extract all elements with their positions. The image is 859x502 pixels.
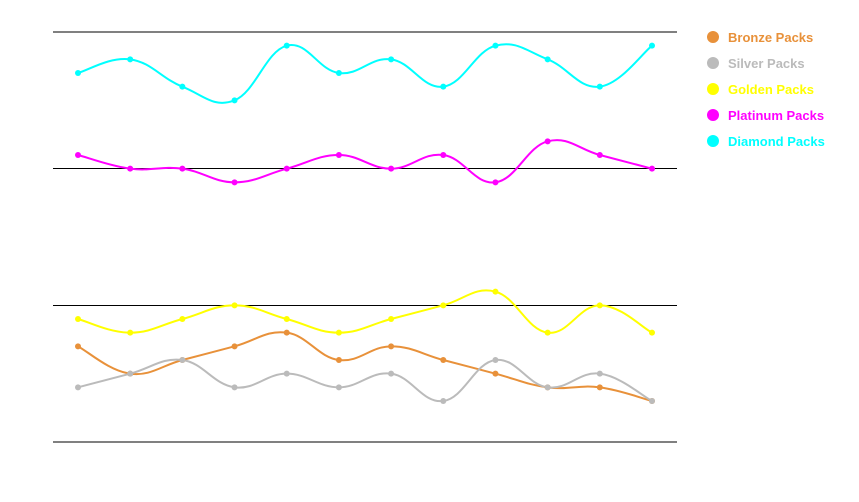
data-point-platinum-9[interactable]: [492, 179, 499, 186]
data-point-silver-11[interactable]: [596, 370, 603, 377]
series-line-bronze: [77, 331, 653, 402]
data-point-silver-8[interactable]: [440, 398, 447, 404]
series-line-golden: [77, 289, 653, 334]
series-lines: [77, 43, 653, 403]
data-point-platinum-11[interactable]: [596, 152, 603, 158]
data-point-diamond-7[interactable]: [388, 56, 395, 63]
legend-label-bronze: Bronze Packs: [728, 29, 814, 45]
data-point-diamond-4[interactable]: [231, 97, 238, 104]
data-point-silver-5[interactable]: [283, 370, 290, 377]
data-point-diamond-12[interactable]: [649, 42, 655, 49]
data-point-platinum-7[interactable]: [388, 165, 395, 172]
legend-item-platinum[interactable]: Platinum Packs: [707, 102, 825, 128]
data-point-platinum-4[interactable]: [231, 179, 238, 186]
data-point-silver-10[interactable]: [544, 384, 551, 391]
data-point-diamond-11[interactable]: [596, 83, 603, 90]
data-point-silver-1[interactable]: [75, 384, 81, 391]
data-point-bronze-4[interactable]: [231, 343, 238, 350]
data-point-golden-9[interactable]: [492, 288, 499, 295]
data-point-bronze-6[interactable]: [335, 357, 342, 363]
data-point-silver-12[interactable]: [649, 398, 655, 404]
legend-marker-silver: [707, 57, 719, 69]
data-point-golden-1[interactable]: [75, 316, 81, 322]
data-point-platinum-3[interactable]: [179, 165, 186, 172]
data-point-diamond-1[interactable]: [75, 70, 81, 76]
data-point-platinum-10[interactable]: [544, 138, 551, 145]
data-point-diamond-5[interactable]: [283, 42, 290, 49]
legend-item-diamond[interactable]: Diamond Packs: [707, 128, 825, 154]
data-point-golden-12[interactable]: [649, 329, 655, 336]
data-point-silver-9[interactable]: [492, 357, 499, 363]
data-point-golden-11[interactable]: [596, 302, 603, 309]
data-point-diamond-8[interactable]: [440, 83, 447, 90]
legend-marker-platinum: [707, 109, 719, 121]
data-point-bronze-11[interactable]: [596, 384, 603, 391]
data-point-silver-4[interactable]: [231, 384, 238, 391]
legend-label-silver: Silver Packs: [728, 55, 805, 71]
series-line-platinum: [77, 139, 653, 184]
data-point-silver-3[interactable]: [179, 357, 186, 363]
legend-label-golden: Golden Packs: [728, 81, 814, 97]
legend-marker-bronze: [707, 31, 719, 43]
data-point-silver-6[interactable]: [335, 384, 342, 391]
data-point-silver-7[interactable]: [388, 370, 395, 377]
legend: Bronze Packs Silver Packs Golden Packs P…: [707, 24, 825, 154]
data-point-platinum-2[interactable]: [127, 165, 134, 172]
data-point-diamond-10[interactable]: [544, 56, 551, 63]
legend-item-bronze[interactable]: Bronze Packs: [707, 24, 825, 50]
data-point-golden-10[interactable]: [544, 329, 551, 336]
data-point-bronze-1[interactable]: [75, 343, 81, 350]
data-point-bronze-8[interactable]: [440, 357, 447, 363]
data-point-diamond-3[interactable]: [179, 83, 186, 90]
legend-item-golden[interactable]: Golden Packs: [707, 76, 825, 102]
data-point-diamond-2[interactable]: [127, 56, 134, 63]
legend-item-silver[interactable]: Silver Packs: [707, 50, 825, 76]
data-point-diamond-9[interactable]: [492, 42, 499, 49]
legend-label-diamond: Diamond Packs: [728, 133, 825, 149]
legend-marker-golden: [707, 83, 719, 95]
data-point-platinum-12[interactable]: [649, 165, 655, 172]
data-point-golden-2[interactable]: [127, 329, 134, 336]
data-point-golden-8[interactable]: [440, 302, 447, 309]
data-point-golden-4[interactable]: [231, 302, 238, 309]
data-point-platinum-6[interactable]: [335, 152, 342, 158]
data-point-golden-7[interactable]: [388, 316, 395, 322]
legend-marker-diamond: [707, 135, 719, 147]
data-point-bronze-9[interactable]: [492, 370, 499, 377]
data-point-bronze-5[interactable]: [283, 329, 290, 336]
data-point-silver-2[interactable]: [127, 370, 134, 377]
legend-label-platinum: Platinum Packs: [728, 107, 825, 123]
data-point-golden-6[interactable]: [335, 329, 342, 336]
data-point-platinum-1[interactable]: [75, 152, 81, 158]
data-point-golden-5[interactable]: [283, 316, 290, 322]
series-points: [75, 42, 655, 404]
data-point-golden-3[interactable]: [179, 316, 186, 322]
data-point-platinum-5[interactable]: [283, 165, 290, 172]
data-point-bronze-7[interactable]: [388, 343, 395, 350]
data-point-diamond-6[interactable]: [335, 70, 342, 76]
data-point-platinum-8[interactable]: [440, 152, 447, 158]
series-line-diamond: [77, 43, 653, 104]
